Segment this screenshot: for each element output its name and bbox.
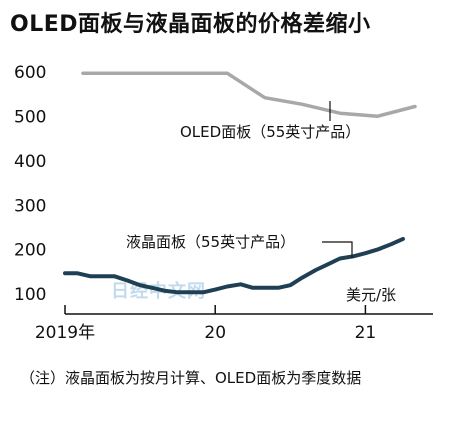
series-labels: OLED面板（55英寸产品） 液晶面板（55英寸产品） 美元/张 [126, 101, 396, 304]
lcd-leader-line [322, 241, 353, 258]
x-tick-label: 21 [355, 323, 377, 343]
oled-price-line [81, 71, 417, 119]
x-tick-label: 20 [204, 323, 226, 343]
footnote: （注）液晶面板为按月计算、OLED面板为季度数据 [20, 369, 362, 387]
y-tick-label: 500 [14, 107, 46, 127]
x-tick-label: 2019年 [35, 323, 95, 343]
oled-series-label: OLED面板（55英寸产品） [180, 123, 360, 141]
x-axis: 2019年 20 21 [35, 305, 433, 343]
unit-label: 美元/张 [346, 286, 396, 304]
plot-lines: 日经中文网 [63, 71, 417, 302]
y-tick-label: 400 [14, 152, 46, 172]
lcd-price-line [63, 236, 405, 295]
y-tick-label: 600 [14, 63, 46, 83]
lcd-series-label: 液晶面板（55英寸产品） [126, 233, 295, 251]
y-axis: 100 200 300 400 500 600 [14, 63, 46, 305]
chart-title: OLED面板与液晶面板的价格差缩小 [10, 12, 371, 37]
y-tick-label: 200 [14, 241, 46, 261]
y-tick-label: 300 [14, 196, 46, 216]
y-tick-label: 100 [14, 285, 46, 305]
